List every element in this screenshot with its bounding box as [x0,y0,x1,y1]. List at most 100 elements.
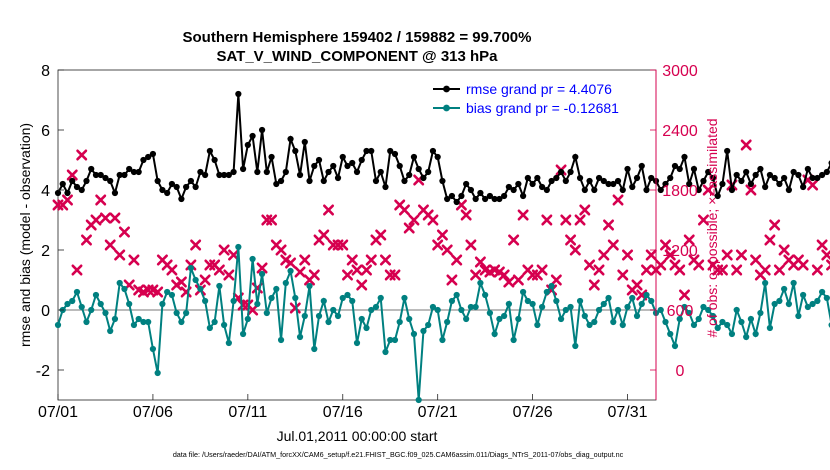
bias-point [330,306,337,314]
obs-marker [109,212,121,224]
bias-point [154,369,161,377]
rmse-point [83,177,90,185]
obs-marker [427,214,439,226]
rmse-point [64,189,71,197]
rmse-point [524,174,531,182]
obs-marker [356,279,368,291]
x-tick-label: 07/11 [228,404,267,421]
obs-marker [584,259,596,271]
bias-point [690,321,698,329]
obs-marker [678,289,690,301]
x-tick-label: 07/31 [608,404,648,421]
bias-point [586,321,593,329]
rmse-point [624,165,631,173]
bias-point [349,297,356,305]
obs-marker [797,259,809,271]
rmse-point [747,180,755,188]
obs-marker [598,249,610,261]
rmse-point [54,189,62,197]
rmse-point [202,171,209,179]
rmse-point [776,180,783,188]
bias-point [496,315,503,323]
rmse-point [334,174,342,182]
obs-marker [503,276,515,288]
rmse-point [216,171,223,179]
bias-point [700,303,707,311]
bias-point [776,297,783,305]
bias-point [605,294,612,302]
obs-marker [659,239,671,251]
rmse-point [145,153,152,161]
rmse-point [648,174,655,182]
rmse-point [292,147,299,155]
rmse-point [221,171,228,179]
rmse-point [92,171,100,179]
rmse-point [197,168,204,176]
bias-point [553,297,560,305]
bias-point [505,300,512,308]
obs-marker [266,214,278,226]
bias-point [344,291,351,299]
rmse-point [800,183,807,191]
bias-point [258,270,266,278]
rmse-point [667,174,674,182]
rmse-point [111,189,119,197]
rmse-point [719,180,726,188]
bias-point [785,300,792,308]
bias-point [752,330,759,338]
x-tick-label: 07/26 [513,404,553,421]
rmse-point [586,177,593,185]
rmse-point [700,177,707,185]
rmse-point [738,177,745,185]
bias-point [126,300,133,308]
obs-marker [218,244,230,256]
bias-series [54,243,830,404]
rmse-point [168,180,176,188]
bias-point [705,306,712,314]
obs-marker [90,214,102,226]
obs-marker [745,184,757,196]
rmse-point [268,153,275,161]
rmse-point [116,171,123,179]
obs-marker [617,269,629,281]
rmse-point [396,162,403,170]
bias-point [315,312,323,320]
bias-point [368,306,375,314]
rmse-point [311,162,318,170]
rmse-point [187,177,194,185]
rmse-point [463,180,470,188]
rmse-point [496,195,503,203]
rmse-point [444,195,451,203]
obs-marker [256,262,268,274]
rmse-point [353,168,361,176]
rmse-point [581,186,588,194]
bias-point [69,297,76,305]
rmse-point [534,174,541,182]
rmse-point [743,168,750,176]
footnote: data file: /Users/raeder/DAI/ATM_forcXX/… [173,450,624,459]
bias-point [491,330,498,338]
bias-point [747,315,755,323]
bias-point [111,315,119,323]
obs-marker [446,274,458,286]
obs-marker [778,244,790,256]
bias-point [467,303,475,311]
bias-point [762,279,769,287]
bias-point [809,300,816,308]
bias-point [211,318,218,326]
bias-point [766,324,774,332]
bias-point [197,285,204,293]
rmse-point [705,168,712,176]
obs-marker [508,234,520,246]
y-left-tick-label: 0 [41,303,50,320]
rmse-point [249,132,256,140]
rmse-point [159,186,166,194]
rmse-point [562,177,569,185]
rmse-point [633,174,641,182]
bias-point [771,300,778,308]
bias-point [600,300,607,308]
bias-point [823,294,830,302]
obs-assimilated-series [52,139,830,316]
rmse-point [173,183,180,191]
bias-point [572,342,579,350]
